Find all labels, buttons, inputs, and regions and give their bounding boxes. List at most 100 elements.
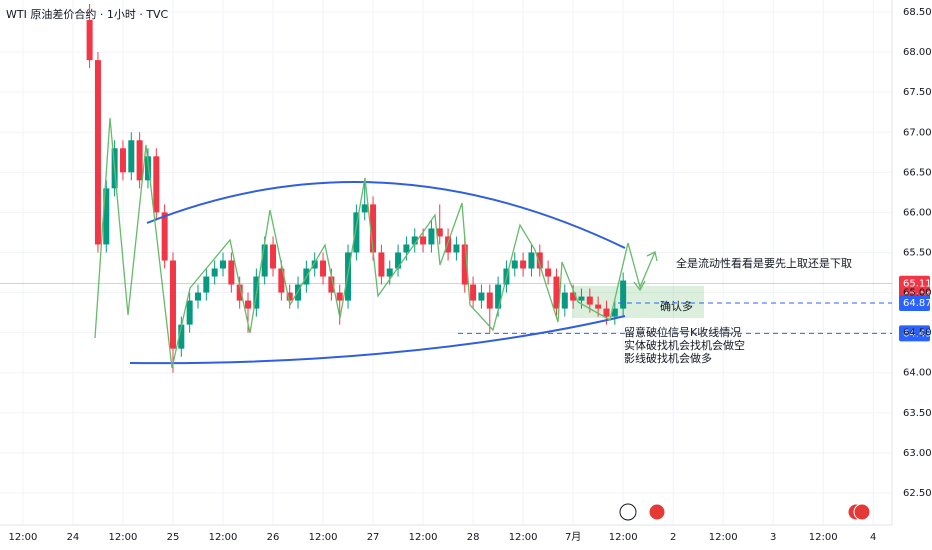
y-tick-label: 65.50 — [903, 247, 932, 258]
candle-body — [220, 260, 226, 269]
price-tag — [899, 325, 930, 342]
candle-body — [420, 236, 427, 245]
candle-body — [211, 268, 218, 277]
event-icon — [619, 503, 637, 521]
y-tick-label: 65.00 — [903, 288, 932, 299]
candle-body — [328, 276, 335, 293]
price-tag-label: 64.87 — [903, 298, 932, 309]
y-tick-label: 63.00 — [903, 448, 932, 459]
x-tick-label: 26 — [267, 532, 280, 543]
current-price-label: 65.11 — [903, 279, 932, 290]
y-tick-label: 68.50 — [903, 7, 932, 18]
chart-title: WTI 原油差价合约 · 1小时 · TVC — [6, 7, 169, 21]
x-tick-label: 12:00 — [509, 532, 538, 543]
candle-body — [245, 300, 252, 309]
candle-body — [511, 260, 518, 269]
y-tick-label: 64.00 — [903, 368, 932, 379]
candle-body — [161, 212, 168, 261]
candle-body — [453, 244, 460, 253]
y-tick-label: 66.00 — [903, 207, 932, 218]
candle-body — [495, 284, 502, 309]
candle-body — [528, 252, 535, 269]
price-tag — [899, 294, 930, 311]
candle-body — [286, 292, 293, 301]
candle-body — [578, 296, 585, 301]
candle-body — [361, 204, 368, 213]
candle-body — [570, 292, 577, 301]
candle-body — [103, 188, 110, 245]
x-tick-label: 12:00 — [809, 532, 838, 543]
candle-body — [595, 304, 602, 309]
candle-body — [94, 60, 101, 245]
price-tag-label: 64.49 — [903, 328, 932, 339]
lower-curve — [129, 315, 626, 365]
candle-body — [194, 292, 201, 301]
candle-body — [470, 284, 477, 301]
x-tick-label: 2 — [670, 532, 676, 543]
candle-body — [428, 228, 435, 245]
event-icon — [648, 503, 666, 521]
x-tick-label: 12:00 — [309, 532, 338, 543]
candle-body — [295, 284, 302, 301]
x-tick-label: 12:00 — [709, 532, 738, 543]
confirm-label: 确认多 — [660, 299, 693, 313]
candle-body — [370, 204, 377, 253]
candle-body — [261, 244, 268, 277]
note-top: 全是流动性看看是要先上取还是下取 — [676, 256, 852, 270]
candle-body — [86, 20, 93, 61]
y-tick-label: 67.50 — [903, 87, 932, 98]
y-tick-label: 64.50 — [903, 328, 932, 339]
candle-body — [311, 260, 318, 269]
y-tick-label: 67.00 — [903, 127, 932, 138]
candle-body — [136, 140, 143, 181]
event-icon — [853, 503, 871, 521]
arrows — [633, 251, 658, 292]
x-tick-label: 4 — [870, 532, 876, 543]
candle-body — [186, 300, 193, 325]
x-tick-label: 28 — [467, 532, 480, 543]
candle-body — [320, 260, 327, 277]
candle-body — [436, 228, 443, 237]
candle-body — [620, 280, 627, 309]
upper-curve — [146, 181, 626, 249]
y-tick-label: 68.00 — [903, 47, 932, 58]
candle-body — [353, 212, 360, 253]
candle-body — [603, 308, 610, 317]
candle-body — [403, 244, 410, 253]
candle-body — [278, 268, 285, 293]
candle-body — [561, 292, 568, 309]
x-tick-label: 27 — [367, 532, 380, 543]
y-tick-label: 63.50 — [903, 408, 932, 419]
candles — [86, 4, 627, 373]
candle-body — [545, 268, 552, 277]
candle-body — [520, 260, 527, 269]
candle-body — [378, 252, 385, 277]
candle-body — [445, 236, 452, 253]
candle-body — [153, 156, 160, 213]
y-tick-label: 66.50 — [903, 167, 932, 178]
y-tick-label: 62.50 — [903, 488, 932, 499]
note-line: 实体破找机会找机会做空 — [624, 338, 745, 352]
candle-body — [336, 292, 343, 301]
candle-body — [144, 156, 151, 181]
candle-body — [611, 308, 618, 317]
candle-body — [228, 260, 235, 285]
candle-body — [536, 252, 543, 269]
candle-body — [411, 236, 418, 245]
candle-body — [386, 268, 393, 277]
x-tick-label: 24 — [67, 532, 80, 543]
candle-body — [128, 140, 135, 173]
candle-body — [478, 292, 485, 301]
candle-body — [553, 276, 560, 309]
candle-body — [586, 296, 593, 305]
candle-body — [169, 260, 176, 349]
candle-body — [270, 244, 277, 269]
x-tick-label: 12:00 — [9, 532, 38, 543]
note-line: 留意破位信号K收线情况 — [624, 325, 741, 339]
x-tick-label: 12:00 — [209, 532, 238, 543]
x-tick-label: 7月 — [565, 531, 581, 543]
candle-body — [119, 148, 126, 173]
x-tick-label: 12:00 — [409, 532, 438, 543]
